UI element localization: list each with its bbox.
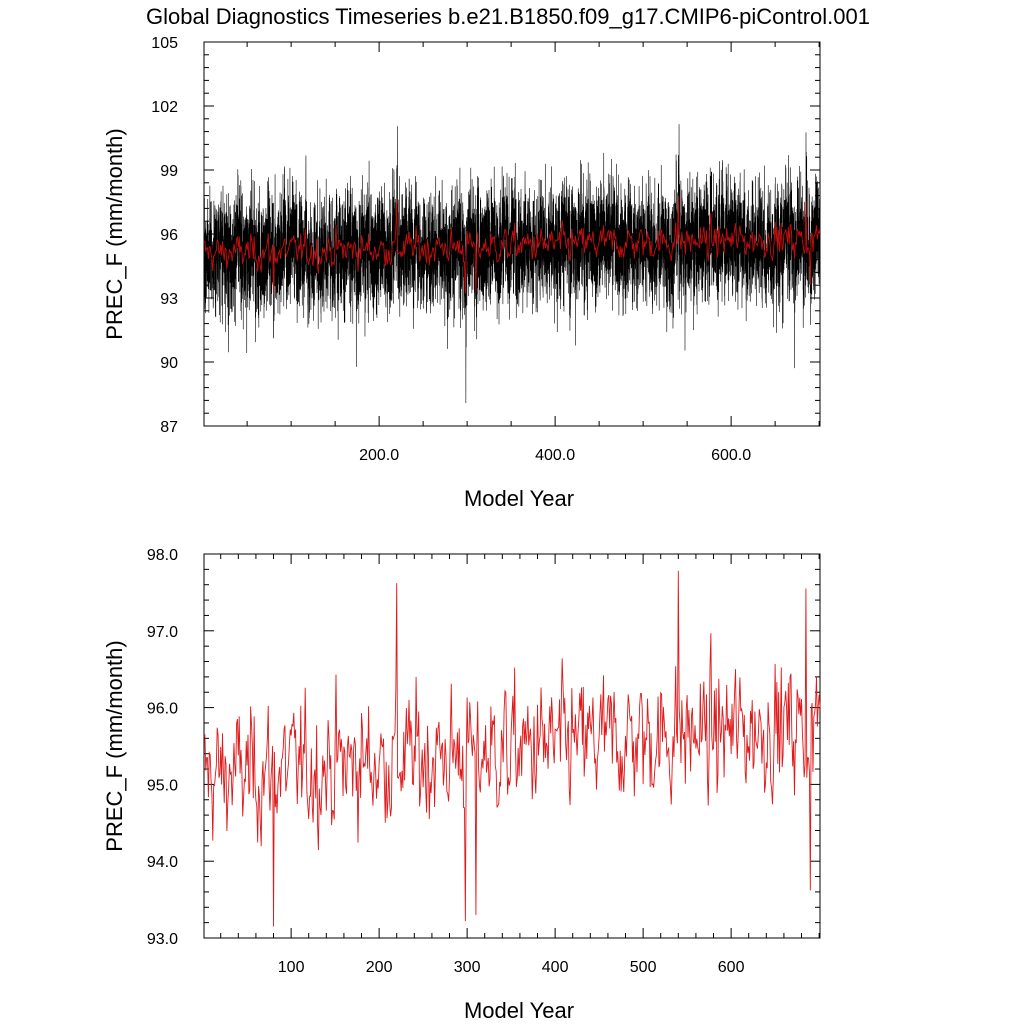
x-tick-label: 300 <box>454 959 481 976</box>
y-tick-label: 97.0 <box>147 624 178 641</box>
plot-frame <box>203 553 821 939</box>
y-axis-label: PREC_F (mm/month) <box>102 640 127 851</box>
x-tick-label: 600.0 <box>711 447 751 464</box>
annual-mean-line <box>203 570 821 927</box>
y-tick-label: 90 <box>160 355 178 372</box>
x-tick-label: 100 <box>278 959 305 976</box>
annual-mean-line-overlay <box>204 196 820 295</box>
figure-title: Global Diagnostics Timeseries b.e21.B185… <box>146 4 870 29</box>
x-axis-label: Model Year <box>464 998 574 1023</box>
y-tick-label: 94.0 <box>147 854 178 871</box>
panel-annual: 93.0 94.0 95.0 96.0 97.0 98.0 100 200 300 400 500 6… <box>102 547 821 1023</box>
x-tick-label: 200.0 <box>359 447 399 464</box>
monthly-mean-line <box>204 124 820 404</box>
y-tick-label: 93 <box>160 291 178 308</box>
y-tick-label: 87 <box>160 419 178 436</box>
y-tick-label: 102 <box>151 99 178 116</box>
y-tick-label: 96.0 <box>147 701 178 718</box>
y-tick-label: 96 <box>160 227 178 244</box>
x-tick-label: 400 <box>542 959 569 976</box>
y-tick-label: 99 <box>160 163 178 180</box>
x-tick-label: 400.0 <box>535 447 575 464</box>
x-tick-label: 200 <box>366 959 393 976</box>
y-tick-label: 105 <box>151 35 178 52</box>
y-axis-label: PREC_F (mm/month) <box>102 128 127 339</box>
x-tick-label: 600 <box>718 959 745 976</box>
y-tick-label: 95.0 <box>147 777 178 794</box>
y-tick-label: 93.0 <box>147 931 178 948</box>
y-tick-label: 98.0 <box>147 547 178 564</box>
panel-monthly: 87 90 93 96 99 102 105 200.0 400.0 600.0 Model Yea… <box>102 35 821 511</box>
x-axis-label: Model Year <box>464 486 574 511</box>
x-tick-label: 500 <box>630 959 657 976</box>
